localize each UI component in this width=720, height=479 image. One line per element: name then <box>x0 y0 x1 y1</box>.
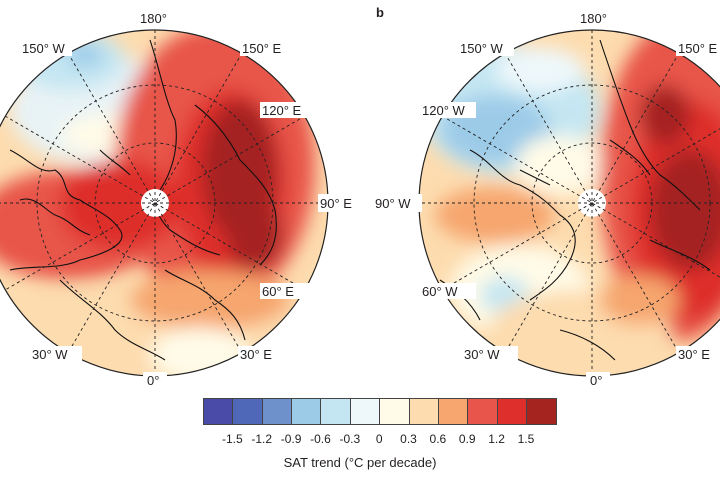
colorbar-swatch-11 <box>526 399 557 424</box>
colorbar-swatch-8 <box>438 399 469 424</box>
label-b-180: 180° <box>580 11 607 26</box>
label-a-60e: 60° E <box>262 284 294 299</box>
label-a-30w: 30° W <box>32 347 68 362</box>
colorbar-swatch-5 <box>350 399 381 424</box>
colorbar-tick-label: 1.5 <box>517 432 535 446</box>
colorbar-swatch-10 <box>497 399 527 424</box>
colorbar-tick-label: 0.9 <box>458 432 476 446</box>
colorbar-tick-label: -1.2 <box>251 432 273 446</box>
colorbar-swatch-6 <box>380 399 410 424</box>
colorbar-swatch-7 <box>409 399 439 424</box>
colorbar-tick-label: -1.5 <box>222 432 243 446</box>
label-a-0: 0° <box>147 373 160 388</box>
colorbar-swatch-9 <box>468 399 498 424</box>
label-b-30e: 30° E <box>678 347 710 362</box>
colorbar-tick-label: 0 <box>375 432 383 446</box>
panel-letter-b: b <box>376 5 384 20</box>
polar-map-a <box>0 30 328 376</box>
colorbar-tick-label: -0.3 <box>339 432 361 446</box>
label-b-90w: 90° W <box>375 196 411 211</box>
colorbar-swatch-1 <box>233 399 263 424</box>
colorbar-tick-label: 0.6 <box>429 432 447 446</box>
colorbar-tick-label: 1.2 <box>488 432 505 446</box>
colorbar-swatch-2 <box>262 399 293 424</box>
label-a-30e: 30° E <box>240 347 272 362</box>
colorbar-swatch-4 <box>321 399 351 424</box>
label-b-150e: 150° E <box>678 41 718 56</box>
label-a-180: 180° <box>140 11 167 26</box>
label-a-150e: 150° E <box>242 41 282 56</box>
colorbar-swatch-0 <box>204 399 234 424</box>
label-a-120e: 120° E <box>262 103 302 118</box>
colorbar-tick-label: -0.9 <box>280 432 302 446</box>
polar-map-b <box>419 30 720 376</box>
label-b-120w: 120° W <box>422 103 465 118</box>
colorbar <box>203 398 558 425</box>
colorbar-tick-label: 0.3 <box>400 432 417 446</box>
colorbar-swatch-3 <box>292 399 322 424</box>
label-b-30w: 30° W <box>464 347 500 362</box>
label-a-150w: 150° W <box>22 41 65 56</box>
colorbar-tick-label: -0.6 <box>310 432 331 446</box>
colorbar-label: SAT trend (°C per decade) <box>283 455 437 470</box>
label-b-60w: 60° W <box>422 284 458 299</box>
label-a-90e: 90° E <box>320 196 352 211</box>
label-b-150w: 150° W <box>460 41 503 56</box>
label-b-0: 0° <box>590 373 603 388</box>
